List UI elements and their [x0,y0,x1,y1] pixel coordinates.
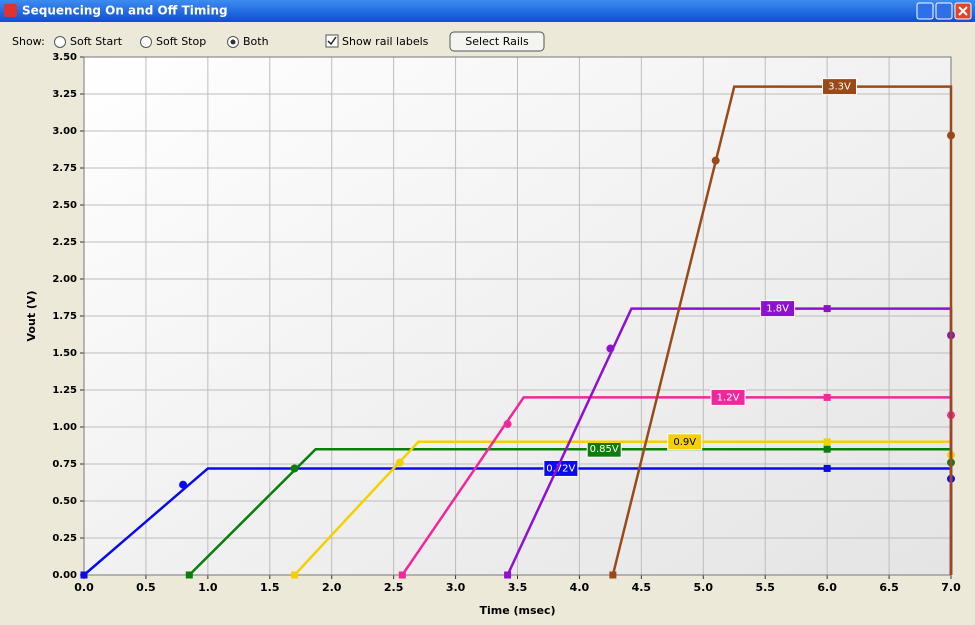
x-tick-label: 0.5 [136,581,156,594]
check-mark [327,36,337,46]
rail-label-box [710,388,746,406]
y-tick-label: 2.50 [52,200,77,211]
marker [504,571,512,579]
marker [290,464,299,473]
marker [80,571,88,579]
checkbox-label[interactable]: Show rail labels [342,35,429,48]
y-tick-label: 1.00 [52,422,77,433]
rail-label-box [667,433,703,451]
show-label: Show: [12,35,45,48]
rail-label: 0.85V [590,444,619,455]
rail-label: 1.2V [717,392,740,403]
x-tick-label: 4.5 [632,581,652,594]
x-axis-label: Time (msec) [479,604,555,617]
marker [398,571,406,579]
y-tick-label: 1.75 [52,311,77,322]
x-tick-label: 6.0 [817,581,837,594]
button-label[interactable]: Select Rails [465,35,529,48]
radio-label: Soft Stop [156,35,206,48]
x-tick-label: 1.5 [260,581,280,594]
maximize-button[interactable] [935,2,953,20]
y-axis-label: Vout (V) [25,291,38,342]
marker [823,445,831,453]
marker [947,131,955,140]
radio-button[interactable] [140,36,152,48]
marker [395,458,404,467]
x-tick-label: 5.0 [694,581,714,594]
x-tick-label: 4.0 [570,581,590,594]
marker [179,480,188,489]
y-tick-label: 2.00 [52,274,77,285]
y-tick-label: 0.75 [52,459,77,470]
marker [185,571,193,579]
radio-label: Soft Start [70,35,123,48]
select-rails-button[interactable] [449,31,545,52]
rail-label: 1.8V [766,304,789,315]
y-tick-label: 0.25 [52,533,77,544]
y-tick-label: 1.50 [52,348,77,359]
marker [823,438,831,446]
marker [823,464,831,472]
rail-label: 0.9V [673,437,696,448]
marker [606,344,615,353]
x-tick-label: 3.0 [446,581,466,594]
x-tick-label: 6.5 [879,581,899,594]
marker [711,156,720,165]
radio-dot [230,39,236,45]
rail-label-box [822,78,858,96]
y-tick-label: 3.50 [52,52,77,63]
x-tick-label: 5.5 [755,581,775,594]
y-tick-label: 3.00 [52,126,77,137]
toolbar: Show: Show rail labels Select Rails Soft… [12,31,545,52]
marker [823,393,831,401]
x-tick-label: 3.5 [508,581,528,594]
marker [503,420,512,429]
y-tick-label: 0.00 [52,570,77,581]
x-tick-label: 2.0 [322,581,342,594]
x-tick-label: 0.0 [74,581,94,594]
y-tick-label: 0.50 [52,496,77,507]
app-icon [4,4,17,17]
x-tick-label: 7.0 [941,581,961,594]
checkbox[interactable] [325,34,339,48]
rail-label: 0.72V [546,463,575,474]
window-title: Sequencing On and Off Timing [22,4,228,18]
minimize-button[interactable] [916,2,934,20]
title-bar [0,0,975,22]
x-tick-label: 1.0 [198,581,218,594]
y-tick-label: 1.25 [52,385,77,396]
y-tick-label: 3.25 [52,89,77,100]
radio-label: Both [243,35,269,48]
close-icon [958,6,968,16]
radio-button[interactable] [54,36,66,48]
y-tick-label: 2.75 [52,163,77,174]
rail-label: 3.3V [828,82,851,93]
x-tick-label: 2.5 [384,581,404,594]
marker [609,571,617,579]
y-tick-label: 2.25 [52,237,77,248]
marker [291,571,299,579]
marker [823,305,831,313]
rail-label-box [760,300,796,318]
